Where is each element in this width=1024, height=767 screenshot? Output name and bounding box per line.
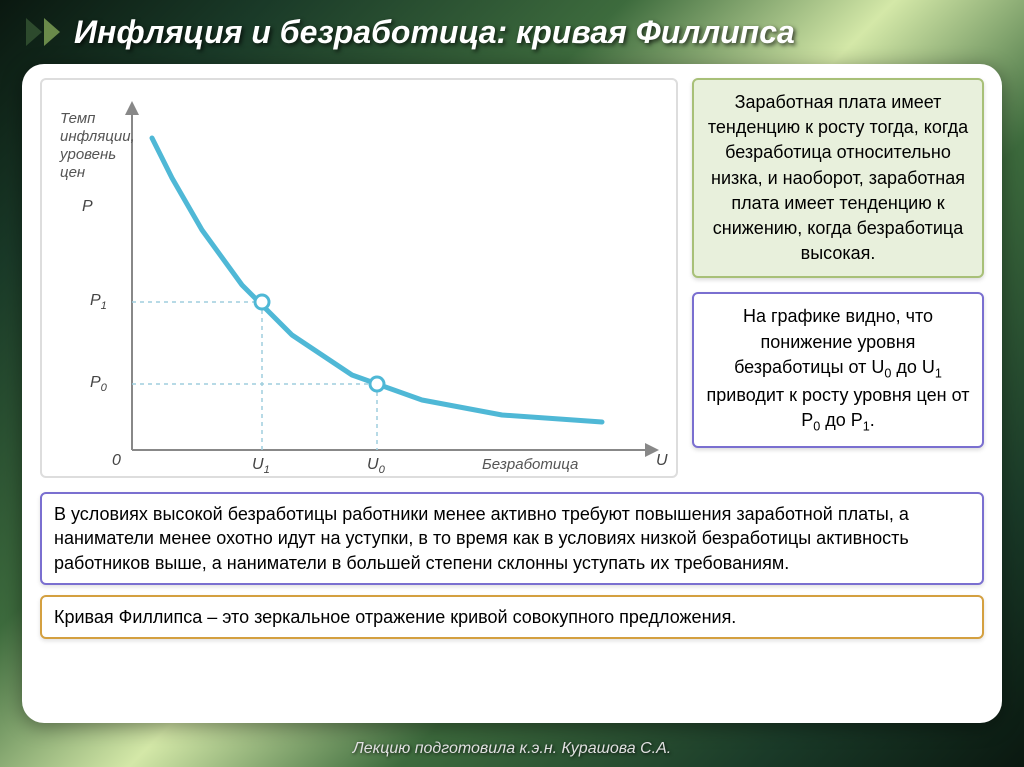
explanation-box-4: Кривая Филлипса – это зеркальное отражен… (40, 595, 984, 639)
page-title: Инфляция и безработица: кривая Филлипса (74, 14, 795, 51)
header-chevrons (26, 18, 60, 46)
phillips-curve-chart: Темпинфляции,уровеньценPP1P00U1U0Безрабо… (40, 78, 678, 478)
explanation-box-3: В условиях высокой безработицы работники… (40, 492, 984, 585)
explanation-box-1: Заработная плата имеет тенденцию к росту… (692, 78, 984, 278)
footer-credit: Лекцию подготовила к.э.н. Курашова С.А. (0, 731, 1024, 767)
content-panel: Темпинфляции,уровеньценPP1P00U1U0Безрабо… (22, 64, 1002, 723)
explanation-box-2: На графике видно, что понижение уровня б… (692, 292, 984, 448)
